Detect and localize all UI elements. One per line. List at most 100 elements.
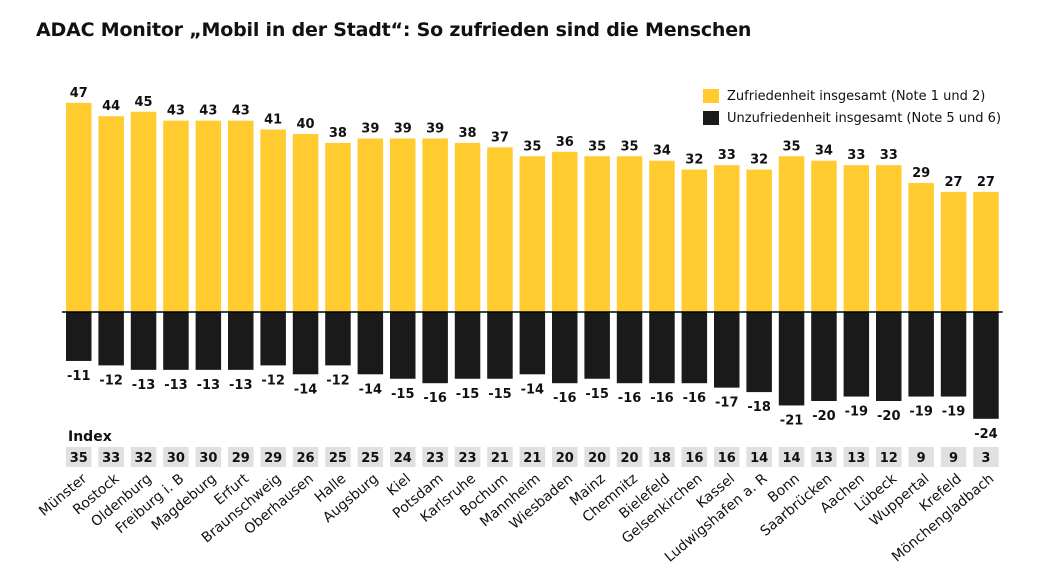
index-box: [940, 447, 967, 467]
index-value: 20: [621, 451, 639, 466]
label-positive: 40: [297, 117, 315, 132]
index-box: [746, 447, 772, 467]
bar-negative: [876, 312, 902, 401]
label-positive: 35: [523, 139, 541, 154]
index-box: [195, 447, 222, 467]
label-positive: 38: [459, 126, 477, 141]
index-value: 21: [523, 451, 541, 466]
index-value: 12: [880, 451, 898, 466]
label-positive: 37: [491, 130, 509, 145]
index-value: 16: [685, 451, 703, 466]
index-value: 13: [847, 451, 865, 466]
index-value: 9: [917, 451, 926, 466]
bar-negative: [390, 312, 416, 379]
bar-positive: [843, 165, 870, 312]
legend: Zufriedenheit insgesamt (Note 1 und 2) U…: [703, 85, 1001, 129]
label-negative: -13: [164, 378, 188, 393]
bar-positive: [195, 120, 222, 313]
index-box: [325, 447, 351, 467]
label-positive: 45: [135, 95, 153, 110]
legend-label-unzufriedenheit: Unzufriedenheit insgesamt (Note 5 und 6): [727, 110, 1002, 126]
index-value: 25: [329, 451, 347, 466]
label-negative: -14: [294, 382, 318, 397]
label-negative: -16: [423, 391, 447, 406]
index-box: [876, 447, 902, 467]
bar-positive: [454, 142, 481, 312]
label-negative: -16: [650, 391, 674, 406]
index-value: 29: [264, 451, 282, 466]
label-positive: 29: [912, 166, 930, 181]
label-negative: -12: [261, 373, 285, 388]
label-negative: -16: [553, 391, 577, 406]
label-negative: -19: [845, 405, 869, 420]
bar-positive: [422, 138, 448, 312]
label-negative: -19: [942, 405, 966, 420]
index-box: [714, 447, 740, 467]
bar-positive: [519, 156, 546, 312]
label-positive: 32: [750, 153, 768, 168]
index-box: [260, 447, 286, 467]
bar-positive: [130, 111, 157, 312]
index-box: [487, 447, 513, 467]
bar-negative: [908, 312, 934, 397]
bar-positive: [66, 102, 92, 312]
index-value: 32: [135, 451, 153, 466]
label-negative: -24: [974, 427, 998, 442]
bar-positive: [973, 191, 999, 312]
bar-positive: [552, 151, 578, 312]
bar-positive: [746, 169, 772, 312]
bar-negative: [260, 312, 286, 366]
bar-negative: [552, 312, 578, 384]
index-value: 14: [750, 451, 768, 466]
index-box: [228, 447, 254, 467]
label-negative: -12: [326, 373, 350, 388]
bar-positive: [390, 138, 416, 312]
index-value: 26: [297, 451, 315, 466]
index-value: 20: [588, 451, 606, 466]
label-positive: 44: [102, 99, 120, 114]
index-value: 23: [459, 451, 477, 466]
label-positive: 27: [977, 175, 995, 190]
bar-positive: [649, 160, 675, 312]
bar-positive: [681, 169, 708, 312]
index-box: [98, 447, 124, 467]
index-box: [292, 447, 319, 467]
label-positive: 41: [264, 113, 282, 128]
index-box: [130, 447, 157, 467]
label-positive: 38: [329, 126, 347, 141]
bar-negative: [973, 312, 999, 419]
label-positive: 34: [653, 144, 671, 159]
index-value: 35: [70, 451, 88, 466]
index-value: 9: [949, 451, 958, 466]
label-positive: 39: [361, 121, 379, 136]
index-box: [390, 447, 416, 467]
label-negative: -14: [521, 382, 545, 397]
label-positive: 35: [588, 139, 606, 154]
index-value: 33: [102, 451, 120, 466]
index-value: 13: [815, 451, 833, 466]
label-positive: 43: [167, 104, 185, 119]
bar-negative: [940, 312, 967, 397]
index-value: 3: [981, 451, 990, 466]
bar-negative: [195, 312, 222, 370]
index-heading: Index: [68, 429, 112, 445]
index-value: 30: [199, 451, 217, 466]
index-value: 14: [783, 451, 801, 466]
index-value: 18: [653, 451, 671, 466]
label-negative: -15: [456, 387, 480, 402]
index-value: 24: [394, 451, 412, 466]
index-box: [616, 447, 643, 467]
index-box: [66, 447, 92, 467]
label-negative: -19: [909, 405, 933, 420]
label-positive: 36: [556, 135, 574, 150]
label-positive: 43: [232, 104, 250, 119]
label-negative: -14: [359, 382, 383, 397]
bar-positive: [163, 120, 189, 313]
label-positive: 33: [880, 148, 898, 163]
bar-positive: [357, 138, 384, 312]
legend-item-zufriedenheit: Zufriedenheit insgesamt (Note 1 und 2): [703, 85, 1001, 107]
bar-negative: [746, 312, 772, 393]
label-negative: -12: [99, 373, 123, 388]
bar-positive: [228, 120, 254, 313]
